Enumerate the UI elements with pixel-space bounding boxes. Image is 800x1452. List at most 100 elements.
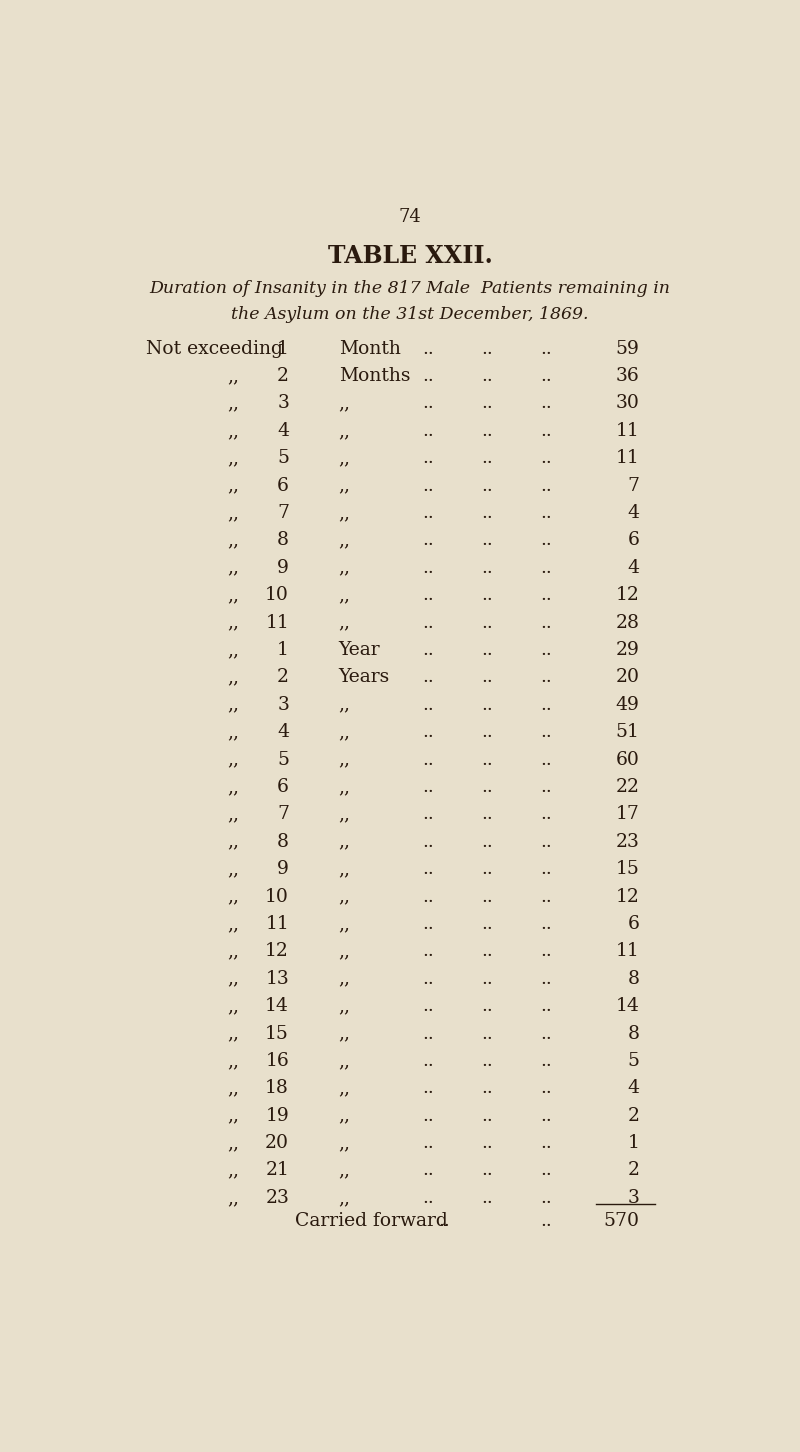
Text: ,,: ,, — [227, 395, 239, 412]
Text: ..: .. — [422, 696, 434, 714]
Text: 74: 74 — [398, 208, 422, 225]
Text: ..: .. — [422, 1162, 434, 1179]
Text: 23: 23 — [615, 833, 639, 851]
Text: ..: .. — [422, 915, 434, 934]
Text: ..: .. — [482, 340, 494, 357]
Text: 7: 7 — [627, 476, 639, 495]
Text: 18: 18 — [266, 1079, 289, 1098]
Text: 11: 11 — [616, 423, 639, 440]
Text: 2: 2 — [277, 367, 289, 385]
Text: 1: 1 — [278, 340, 289, 357]
Text: ,,: ,, — [227, 449, 239, 468]
Text: ..: .. — [422, 640, 434, 659]
Text: ..: .. — [541, 887, 552, 906]
Text: ..: .. — [541, 449, 552, 468]
Text: ..: .. — [541, 860, 552, 878]
Text: ,,: ,, — [338, 778, 350, 796]
Text: 59: 59 — [615, 340, 639, 357]
Text: ,,: ,, — [227, 531, 239, 549]
Text: ..: .. — [422, 587, 434, 604]
Text: ..: .. — [422, 1134, 434, 1151]
Text: ,,: ,, — [227, 860, 239, 878]
Text: ..: .. — [541, 1189, 552, 1207]
Text: ,,: ,, — [227, 1079, 239, 1098]
Text: ..: .. — [541, 423, 552, 440]
Text: ,,: ,, — [338, 915, 350, 934]
Text: 5: 5 — [277, 751, 289, 768]
Text: ..: .. — [482, 1162, 494, 1179]
Text: ,,: ,, — [338, 998, 350, 1015]
Text: ..: .. — [422, 449, 434, 468]
Text: ..: .. — [422, 668, 434, 687]
Text: 3: 3 — [627, 1189, 639, 1207]
Text: Duration of Insanity in the 817 Male  Patients remaining in: Duration of Insanity in the 817 Male Pat… — [150, 280, 670, 298]
Text: ..: .. — [422, 723, 434, 741]
Text: ..: .. — [438, 1212, 450, 1230]
Text: 10: 10 — [266, 587, 289, 604]
Text: ..: .. — [482, 860, 494, 878]
Text: TABLE XXII.: TABLE XXII. — [328, 244, 492, 267]
Text: ,,: ,, — [338, 887, 350, 906]
Text: 2: 2 — [627, 1162, 639, 1179]
Text: ..: .. — [541, 395, 552, 412]
Text: 6: 6 — [627, 915, 639, 934]
Text: 4: 4 — [627, 559, 639, 576]
Text: ..: .. — [541, 833, 552, 851]
Text: ..: .. — [422, 751, 434, 768]
Text: ..: .. — [422, 998, 434, 1015]
Text: ..: .. — [541, 751, 552, 768]
Text: 2: 2 — [277, 668, 289, 687]
Text: ..: .. — [422, 1051, 434, 1070]
Text: 4: 4 — [627, 504, 639, 523]
Text: ..: .. — [482, 1051, 494, 1070]
Text: ..: .. — [422, 367, 434, 385]
Text: 11: 11 — [266, 614, 289, 632]
Text: ..: .. — [482, 531, 494, 549]
Text: ..: .. — [482, 998, 494, 1015]
Text: ..: .. — [541, 696, 552, 714]
Text: ,,: ,, — [338, 942, 350, 960]
Text: 36: 36 — [616, 367, 639, 385]
Text: ,,: ,, — [227, 1106, 239, 1125]
Text: ..: .. — [422, 1106, 434, 1125]
Text: ..: .. — [541, 587, 552, 604]
Text: 1: 1 — [278, 640, 289, 659]
Text: ,,: ,, — [338, 559, 350, 576]
Text: ..: .. — [541, 915, 552, 934]
Text: ..: .. — [422, 476, 434, 495]
Text: ,,: ,, — [338, 476, 350, 495]
Text: ,,: ,, — [227, 367, 239, 385]
Text: ..: .. — [482, 640, 494, 659]
Text: ..: .. — [482, 449, 494, 468]
Text: ..: .. — [422, 504, 434, 523]
Text: 3: 3 — [278, 395, 289, 412]
Text: ..: .. — [482, 1189, 494, 1207]
Text: ,,: ,, — [338, 1134, 350, 1151]
Text: ,,: ,, — [227, 942, 239, 960]
Text: ,,: ,, — [338, 531, 350, 549]
Text: ..: .. — [541, 778, 552, 796]
Text: ..: .. — [541, 504, 552, 523]
Text: ..: .. — [422, 614, 434, 632]
Text: ..: .. — [422, 1189, 434, 1207]
Text: ,,: ,, — [338, 696, 350, 714]
Text: ..: .. — [482, 1134, 494, 1151]
Text: ,,: ,, — [227, 504, 239, 523]
Text: 13: 13 — [266, 970, 289, 987]
Text: ,,: ,, — [227, 668, 239, 687]
Text: 7: 7 — [277, 806, 289, 823]
Text: ,,: ,, — [227, 970, 239, 987]
Text: ..: .. — [541, 806, 552, 823]
Text: 28: 28 — [615, 614, 639, 632]
Text: 30: 30 — [615, 395, 639, 412]
Text: 4: 4 — [277, 723, 289, 741]
Text: ,,: ,, — [227, 587, 239, 604]
Text: Year: Year — [338, 640, 380, 659]
Text: 8: 8 — [277, 531, 289, 549]
Text: ,,: ,, — [338, 806, 350, 823]
Text: ..: .. — [482, 778, 494, 796]
Text: 16: 16 — [266, 1051, 289, 1070]
Text: ,,: ,, — [227, 640, 239, 659]
Text: ,,: ,, — [338, 423, 350, 440]
Text: ,,: ,, — [227, 423, 239, 440]
